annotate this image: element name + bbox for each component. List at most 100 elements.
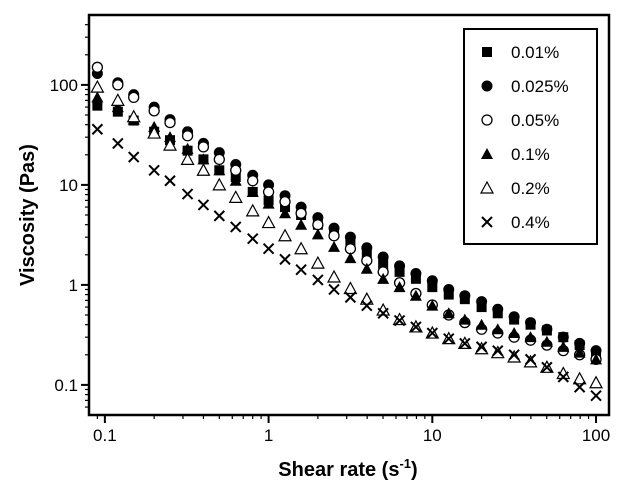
data-point — [213, 153, 225, 166]
data-point — [295, 207, 307, 219]
data-point — [541, 323, 553, 335]
data-point — [361, 299, 373, 312]
x-axis-title: Shear rate (s-1) — [278, 456, 417, 481]
series-0-2 — [90, 79, 604, 389]
data-point — [279, 253, 291, 266]
data-point — [196, 163, 211, 176]
data-point — [344, 291, 357, 304]
data-point — [459, 337, 471, 350]
data-point — [213, 210, 226, 222]
legend-label: 0.01% — [511, 43, 559, 62]
plot-markers — [90, 61, 604, 402]
data-point — [361, 242, 373, 254]
data-point — [492, 344, 504, 357]
data-point — [295, 218, 308, 230]
data-point — [392, 312, 407, 326]
legend-entry-0-1: 0.1% — [481, 145, 550, 164]
data-point — [459, 290, 471, 302]
data-point — [394, 266, 405, 277]
data-point — [361, 249, 372, 260]
data-point — [164, 131, 177, 143]
data-point — [344, 252, 357, 264]
data-point — [590, 389, 602, 402]
data-point — [557, 331, 569, 343]
data-point — [541, 361, 553, 373]
data-point — [343, 281, 358, 295]
legend-label: 0.025% — [511, 77, 569, 96]
x-tick-label: 0.1 — [93, 426, 117, 445]
data-point — [524, 353, 537, 366]
x-axis-ticks: 0.1 1 10 100 — [93, 415, 610, 445]
data-point — [295, 263, 307, 276]
data-point — [377, 251, 389, 263]
data-point — [475, 318, 488, 330]
data-point — [524, 331, 537, 343]
data-point — [247, 175, 259, 187]
data-point — [180, 152, 195, 165]
data-point — [181, 188, 194, 200]
legend-entry-0-4: 0.4% — [481, 213, 550, 232]
data-point — [262, 197, 275, 209]
data-point — [573, 381, 586, 393]
legend-entry-0-2: 0.2% — [479, 179, 550, 198]
legend-marker — [481, 148, 493, 159]
data-point — [525, 317, 537, 329]
series-0-1 — [91, 91, 603, 365]
data-point — [181, 130, 194, 142]
data-point — [377, 307, 389, 320]
data-point — [278, 228, 293, 242]
data-point — [90, 79, 105, 93]
data-point — [508, 311, 520, 323]
x-axis-title-main: Shear rate (s — [278, 459, 399, 481]
data-point — [410, 321, 422, 333]
data-point — [328, 230, 340, 242]
data-point — [410, 268, 422, 280]
data-point — [328, 283, 340, 296]
data-point — [573, 346, 586, 358]
data-point — [589, 375, 604, 389]
data-point — [230, 221, 242, 233]
data-point — [312, 219, 324, 231]
data-point — [590, 345, 602, 357]
data-point — [426, 275, 438, 287]
data-point — [360, 262, 373, 274]
data-point — [197, 153, 210, 165]
legend-entry-0-05: 0.05% — [481, 111, 559, 130]
legend-entry-0-01: 0.01% — [482, 43, 559, 62]
data-point — [426, 299, 439, 311]
data-point — [229, 174, 242, 186]
data-point — [148, 164, 160, 176]
data-point — [294, 241, 309, 255]
data-point — [311, 228, 324, 240]
data-point — [427, 282, 438, 293]
legend-marker — [481, 216, 493, 228]
data-point — [128, 91, 140, 104]
legend-marker — [481, 80, 493, 92]
y-tick-label: 0.1 — [54, 376, 78, 395]
data-point — [393, 281, 406, 293]
data-point — [557, 340, 570, 352]
data-point — [126, 109, 141, 123]
data-point — [279, 195, 291, 208]
data-point — [327, 269, 342, 283]
data-point — [111, 101, 124, 113]
data-point — [443, 332, 455, 345]
data-point — [540, 335, 553, 347]
data-point — [572, 371, 587, 385]
data-point — [164, 116, 176, 129]
data-point — [508, 327, 521, 339]
data-point — [127, 151, 140, 163]
data-point — [262, 243, 275, 255]
data-point — [426, 327, 439, 339]
data-point — [409, 289, 422, 301]
data-point — [574, 337, 586, 349]
data-point — [247, 232, 259, 245]
data-point — [246, 185, 259, 197]
data-point — [213, 164, 226, 176]
legend-frame — [463, 28, 598, 245]
series-0-4 — [91, 123, 602, 402]
data-point — [378, 259, 389, 270]
data-point — [110, 93, 125, 106]
x-tick-label: 1 — [264, 426, 273, 445]
y-axis-title: Viscosity (Pas) — [17, 144, 39, 286]
